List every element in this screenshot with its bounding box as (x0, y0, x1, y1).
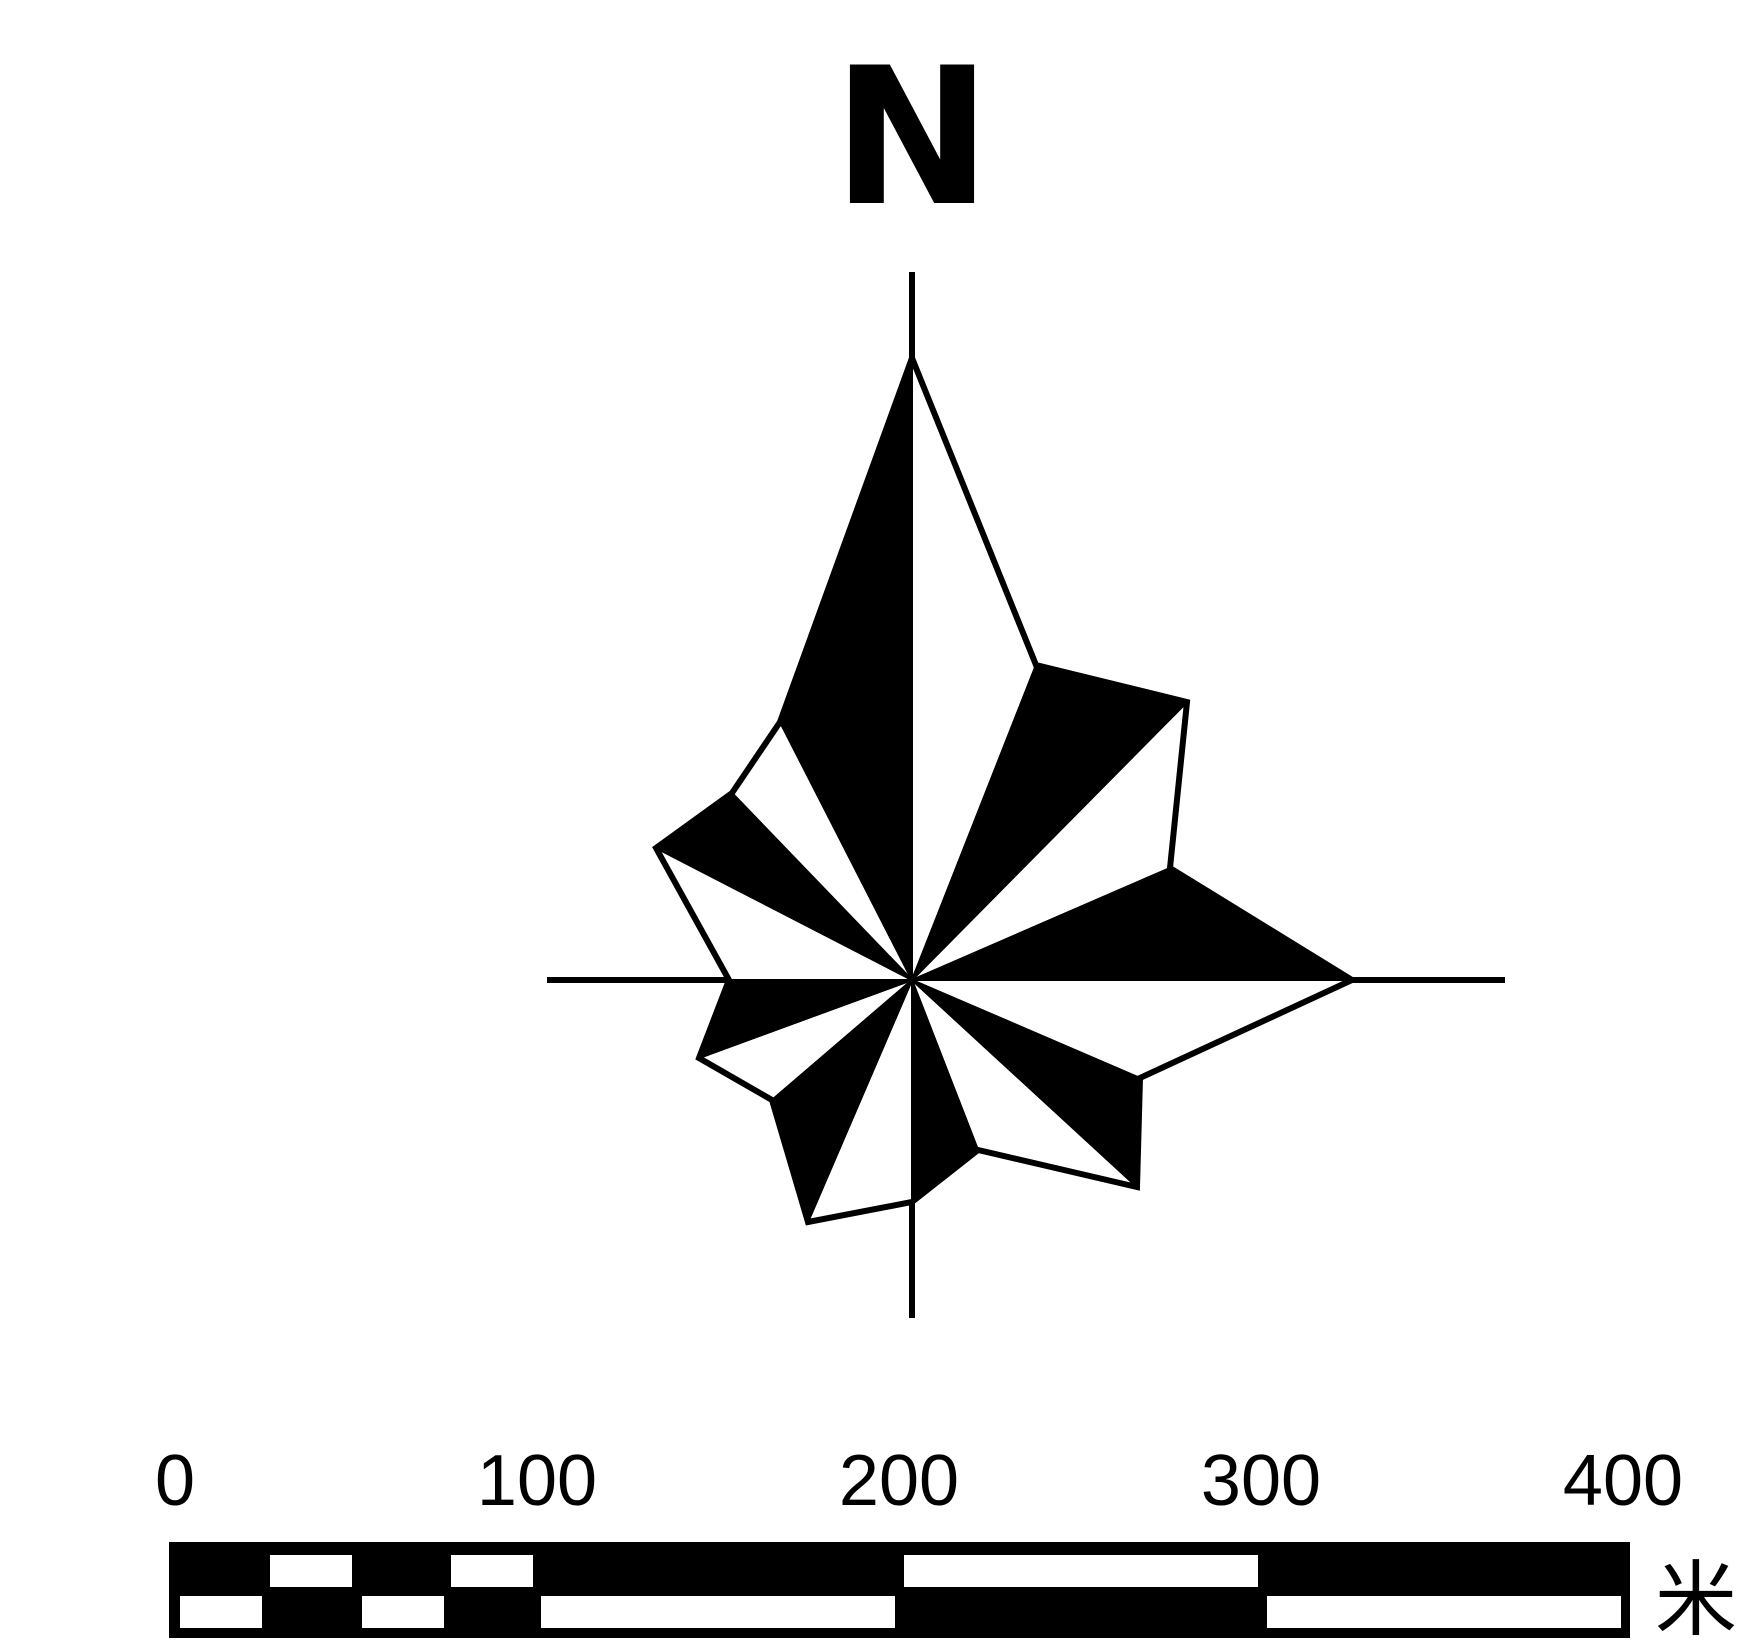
wind-rose-petal-nw (655, 792, 913, 981)
scale-bar-top-white-0 (270, 1555, 352, 1587)
scale-bar-bottom-white-0 (180, 1596, 262, 1628)
wind-rose (652, 349, 1359, 1226)
wind-rose-petal-ne (911, 664, 1188, 981)
scale-bar-bottom-white-3 (1267, 1596, 1621, 1628)
scale-bar-top-white-2 (904, 1555, 1258, 1587)
scale-bar-bottom-white-2 (541, 1596, 895, 1628)
wind-rose-petal-nnw (779, 357, 913, 981)
wind-rose-petal-s (911, 979, 979, 1203)
wind-rose-petal-se (911, 979, 1141, 1188)
scale-bar (169, 1542, 1630, 1638)
scale-tick-label-100: 100 (477, 1441, 597, 1521)
scale-bar-bottom-white-1 (362, 1596, 444, 1628)
scale-tick-label-400: 400 (1563, 1441, 1683, 1521)
scale-tick-label-300: 300 (1201, 1441, 1321, 1521)
wind-rose-petal-e (911, 867, 1353, 981)
scale-bar-labels: 0 100 200 300 400 (155, 1441, 1683, 1521)
north-label: N (832, 27, 991, 248)
scale-unit-label: 米 (1655, 1553, 1737, 1641)
wind-rose-petal-sw (771, 979, 913, 1223)
scale-tick-label-200: 200 (839, 1441, 959, 1521)
scale-tick-label-0: 0 (155, 1441, 195, 1521)
wind-rose-petal-w (698, 979, 913, 1059)
scale-bar-top-white-1 (451, 1555, 533, 1587)
